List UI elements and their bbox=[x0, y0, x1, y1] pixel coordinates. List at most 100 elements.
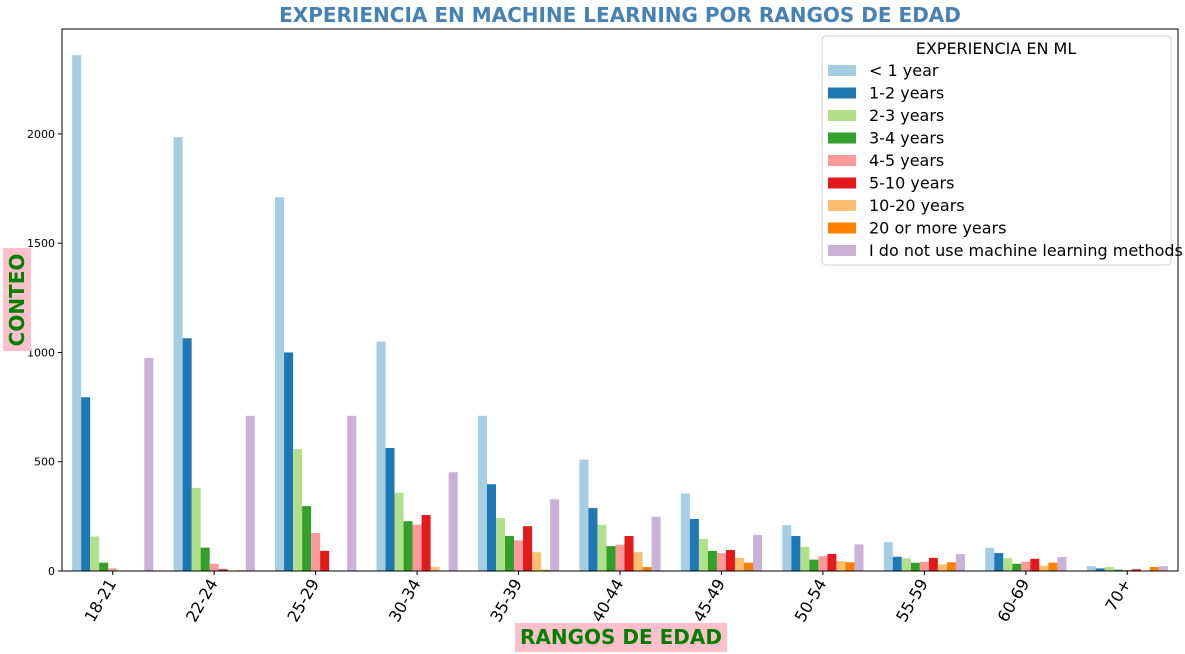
bar-40-44-2 bbox=[597, 524, 607, 571]
y-tick-label: 2000 bbox=[27, 128, 55, 141]
bar-30-34-6 bbox=[430, 567, 440, 571]
bar-45-49-0 bbox=[680, 493, 690, 571]
x-tick-label: 40-44 bbox=[588, 576, 628, 626]
bar-25-29-3 bbox=[302, 506, 312, 571]
bar-60-69-4 bbox=[1021, 561, 1031, 571]
bar-50-54-1 bbox=[791, 536, 801, 571]
bar-35-39-5 bbox=[523, 526, 533, 571]
bar-50-54-2 bbox=[800, 546, 810, 571]
y-axis-ticks: 0 500 1000 1500 2000 bbox=[27, 128, 62, 578]
bar-60-69-5 bbox=[1030, 558, 1040, 571]
legend-swatch bbox=[828, 222, 856, 234]
bar-55-59-0 bbox=[883, 542, 893, 571]
bar-22-24-3 bbox=[200, 547, 210, 571]
bar-45-49-5 bbox=[725, 550, 735, 571]
bar-50-54-8 bbox=[854, 544, 864, 571]
bar-35-39-4 bbox=[514, 540, 524, 571]
x-tick-label: 60-69 bbox=[994, 576, 1034, 626]
x-tick-label: 35-39 bbox=[486, 576, 526, 626]
bar-45-49-3 bbox=[707, 550, 717, 571]
bar-50-54-5 bbox=[827, 553, 837, 571]
bar-55-59-8 bbox=[955, 553, 965, 571]
bar-25-29-8 bbox=[347, 415, 357, 571]
bar-50-54-3 bbox=[809, 559, 819, 571]
bar-30-34-2 bbox=[394, 492, 404, 571]
x-tick-label: 25-29 bbox=[283, 576, 323, 626]
bar-35-39-1 bbox=[486, 484, 496, 571]
x-tick-label: 50-54 bbox=[791, 576, 831, 626]
legend-entry: 10-20 years bbox=[869, 196, 965, 215]
bar-40-44-3 bbox=[606, 546, 616, 571]
bar-35-39-0 bbox=[477, 415, 487, 571]
y-axis-label-background bbox=[3, 248, 31, 351]
x-tick-label: 45-49 bbox=[689, 576, 729, 626]
bar-30-34-3 bbox=[403, 521, 413, 571]
y-tick-label: 500 bbox=[34, 456, 55, 469]
bar-22-24-4 bbox=[209, 563, 219, 571]
bar-22-24-2 bbox=[191, 487, 201, 571]
y-tick-label: 0 bbox=[48, 565, 55, 578]
bar-45-49-8 bbox=[753, 534, 763, 571]
y-tick-label: 1000 bbox=[27, 346, 55, 359]
bar-50-54-6 bbox=[836, 561, 846, 571]
bar-45-49-7 bbox=[744, 562, 754, 571]
x-tick-label: 30-34 bbox=[385, 576, 425, 626]
legend-entry: 5-10 years bbox=[869, 174, 954, 193]
bar-70+-3 bbox=[1113, 569, 1123, 571]
legend-items: < 1 year 1-2 years 2-3 years 3-4 years 4-5 y… bbox=[828, 61, 1183, 260]
bar-50-54-0 bbox=[782, 525, 792, 571]
bar-35-39-6 bbox=[532, 552, 542, 571]
bar-60-69-8 bbox=[1057, 557, 1067, 571]
bar-30-34-4 bbox=[412, 524, 422, 571]
bar-45-49-4 bbox=[716, 553, 726, 571]
legend-title: EXPERIENCIA EN ML bbox=[916, 39, 1077, 58]
bar-25-29-4 bbox=[311, 532, 321, 571]
x-axis-ticks: 18-21 22-24 25-29 30-34 35-39 40-44 45-49 50-54… bbox=[80, 571, 1135, 626]
bar-60-69-0 bbox=[985, 547, 995, 571]
bar-70+-2 bbox=[1104, 567, 1114, 571]
bar-22-24-0 bbox=[173, 137, 183, 571]
legend-swatch bbox=[828, 110, 856, 121]
bar-18-21-3 bbox=[99, 562, 109, 571]
bar-40-44-8 bbox=[651, 516, 661, 571]
bar-18-21-1 bbox=[81, 397, 91, 571]
legend-entry: I do not use machine learning methods bbox=[869, 241, 1183, 260]
bar-60-69-6 bbox=[1039, 565, 1049, 571]
bar-40-44-0 bbox=[579, 459, 589, 571]
legend-swatch bbox=[828, 200, 856, 211]
y-tick-label: 1500 bbox=[27, 237, 55, 250]
legend-entry: < 1 year bbox=[869, 61, 939, 80]
bar-18-21-4 bbox=[108, 568, 118, 571]
bar-45-49-6 bbox=[734, 557, 744, 571]
bar-45-49-1 bbox=[689, 518, 699, 571]
bar-55-59-4 bbox=[919, 561, 929, 571]
bar-25-29-2 bbox=[293, 449, 303, 571]
legend-swatch bbox=[828, 155, 856, 166]
legend-entry: 4-5 years bbox=[869, 151, 944, 170]
bar-30-34-5 bbox=[421, 515, 431, 571]
bar-25-29-0 bbox=[275, 197, 285, 571]
bar-55-59-1 bbox=[892, 556, 902, 571]
bar-40-44-1 bbox=[588, 508, 598, 571]
bar-55-59-6 bbox=[937, 564, 947, 571]
bar-55-59-3 bbox=[910, 562, 920, 571]
legend-entry: 3-4 years bbox=[869, 129, 944, 148]
bar-30-34-1 bbox=[385, 447, 395, 571]
legend-swatch bbox=[828, 87, 856, 99]
legend-entry: 2-3 years bbox=[869, 106, 944, 125]
bar-50-54-4 bbox=[818, 556, 828, 571]
legend-swatch bbox=[828, 132, 856, 144]
bar-60-69-3 bbox=[1012, 563, 1022, 571]
bars-group bbox=[72, 55, 1168, 572]
bar-40-44-7 bbox=[642, 567, 652, 571]
bar-45-49-2 bbox=[698, 538, 708, 571]
bar-30-34-8 bbox=[448, 472, 458, 571]
x-tick-label: 22-24 bbox=[182, 576, 222, 626]
legend-entry: 20 or more years bbox=[869, 219, 1006, 238]
bar-55-59-7 bbox=[946, 562, 956, 571]
y-axis-label: CONTEO bbox=[5, 254, 29, 347]
legend: EXPERIENCIA EN ML < 1 year 1-2 years 2-3 y… bbox=[821, 35, 1183, 266]
bar-55-59-2 bbox=[901, 558, 911, 571]
bar-18-21-2 bbox=[90, 536, 100, 571]
